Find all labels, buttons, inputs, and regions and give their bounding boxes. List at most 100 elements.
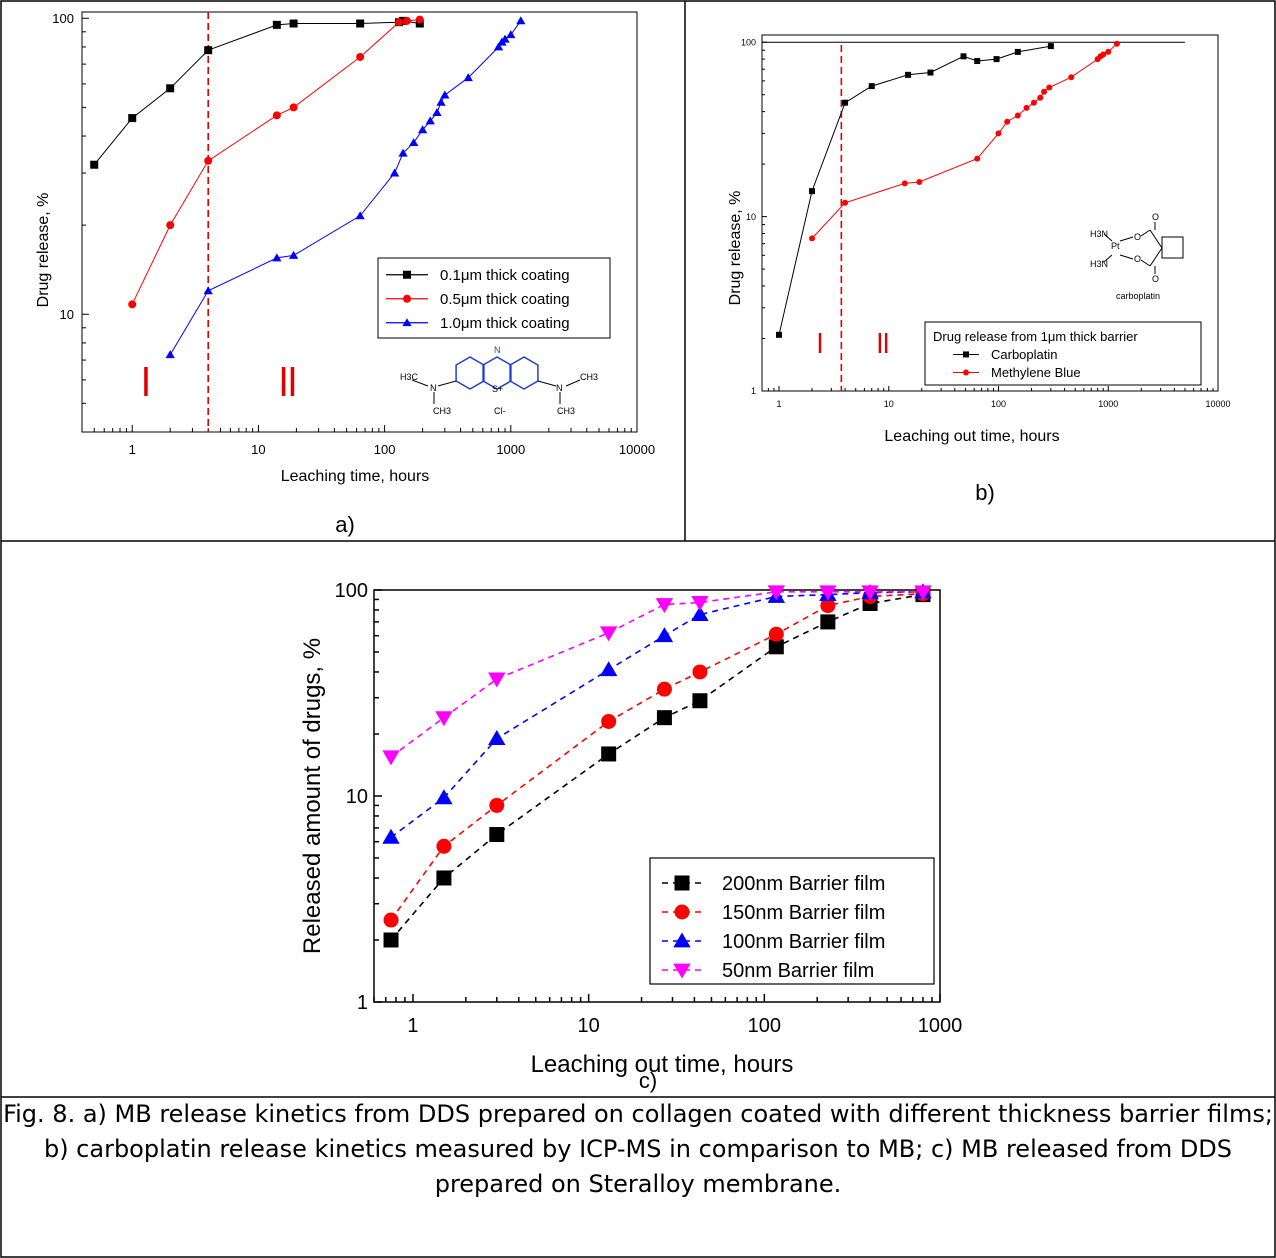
data-point [489,797,505,813]
series-line [93,20,420,166]
data-point [905,71,912,78]
atom-label: CH3 [433,406,451,416]
axes-c: 1 10 100 1000 1 10 100 [335,580,963,1037]
bond [1140,229,1151,237]
bond [1140,259,1151,267]
x-tick-label: 10000 [1205,399,1230,409]
legend-entry-label: 1.0μm thick coating [440,315,570,332]
x-tick-label: 1000 [918,1015,963,1037]
plot-area-a [81,11,638,433]
data-point [1046,84,1053,91]
data-point [383,932,399,948]
atom-label: N [494,345,501,355]
chart-panel-c: 1 10 100 1000 1 10 100 200nm Barrier film 150nm… [299,580,962,1093]
legend-entry-label: 0.5μm thick coating [440,291,570,308]
data-point [1023,104,1030,111]
data-point [166,84,175,93]
data-point [901,180,908,187]
data-point [409,138,419,147]
data-point [389,168,400,177]
y-axis-label-a: Drug release, % [35,193,52,308]
bond [1119,254,1134,260]
legend-marker [674,904,690,920]
data-point [601,713,617,729]
x-axis-label-c: Leaching out time, hours [531,1051,794,1078]
data-point [656,710,672,726]
y-tick-label: 10 [346,786,368,808]
atom-label: CH3 [557,406,575,416]
data-point [289,103,298,112]
legend-entry-label: 100nm Barrier film [722,931,885,953]
legend-entry-label: 150nm Barrier film [722,902,885,924]
data-point [435,711,453,727]
atom-label: N [556,383,563,393]
data-point [432,108,442,117]
data-point [809,235,816,242]
data-point [415,15,424,24]
data-point [691,606,709,621]
axes-a: 1 10 100 1000 10000 10 100 [52,11,655,457]
y-tick-label: 1 [751,386,756,396]
y-axis-label-b: Drug release, % [727,191,744,306]
series-line [778,45,1051,335]
data-point [272,111,281,120]
data-point [382,750,400,766]
x-tick-label: 1 [407,1015,418,1037]
atom-label: H3N [1090,229,1108,239]
data-point [356,19,365,28]
data-point [776,331,783,338]
data-point [768,626,784,642]
data-point [655,627,674,643]
x-tick-label: 10000 [619,442,655,457]
x-tick-label: 100 [991,399,1006,409]
data-point [288,250,299,259]
figure-caption: Fig. 8. a) MB release kinetics from DDS … [3,1100,1273,1198]
data-point [868,83,875,90]
series-4 [382,585,932,766]
cyclobutane-ring [1161,236,1184,259]
atom-label: O [1134,232,1141,242]
atom-label: CH3 [580,372,598,382]
axes-b: 1 10 100 1000 10000 1 10 100 [741,37,1231,409]
legend-frame [649,857,935,985]
legend-a: 0.1μm thick coating 0.5μm thick coating 1.… [377,257,611,339]
data-point [842,99,849,106]
data-point [90,160,99,169]
atom-label: H3C [400,372,419,382]
data-point [1100,51,1107,58]
compound-name-label: carboplatin [1116,291,1160,301]
data-point [463,73,473,82]
series-line [811,43,1118,239]
series-a [90,15,526,359]
series-line [131,19,420,305]
legend-marker [403,270,411,279]
data-point [1041,88,1048,95]
molecule-methylene-blue: H3C N CH3 S+ N CH3 CH3 N Cl- [400,345,598,416]
x-tick-label: 100 [374,442,396,457]
data-point [272,20,281,29]
x-tick-label: 1000 [496,442,525,457]
data-point [203,286,213,295]
data-point [355,211,365,220]
y-tick-label: 10 [60,307,74,322]
data-point [927,69,934,76]
data-point [394,18,403,27]
legend-frame [924,321,1202,386]
data-point [861,585,879,601]
y-tick-label: 100 [741,37,756,47]
data-point [691,596,709,612]
data-point [402,16,411,25]
atom-label: O [1134,254,1141,264]
data-point [993,56,1000,63]
legend-marker [673,932,691,948]
data-point [425,116,435,125]
ring-right [509,356,539,390]
bond [565,379,581,387]
data-point [166,221,175,230]
data-point [1105,48,1112,55]
bond [1149,247,1163,267]
data-point [204,156,213,165]
series-1 [90,16,424,169]
x-tick-label: 10 [884,399,894,409]
